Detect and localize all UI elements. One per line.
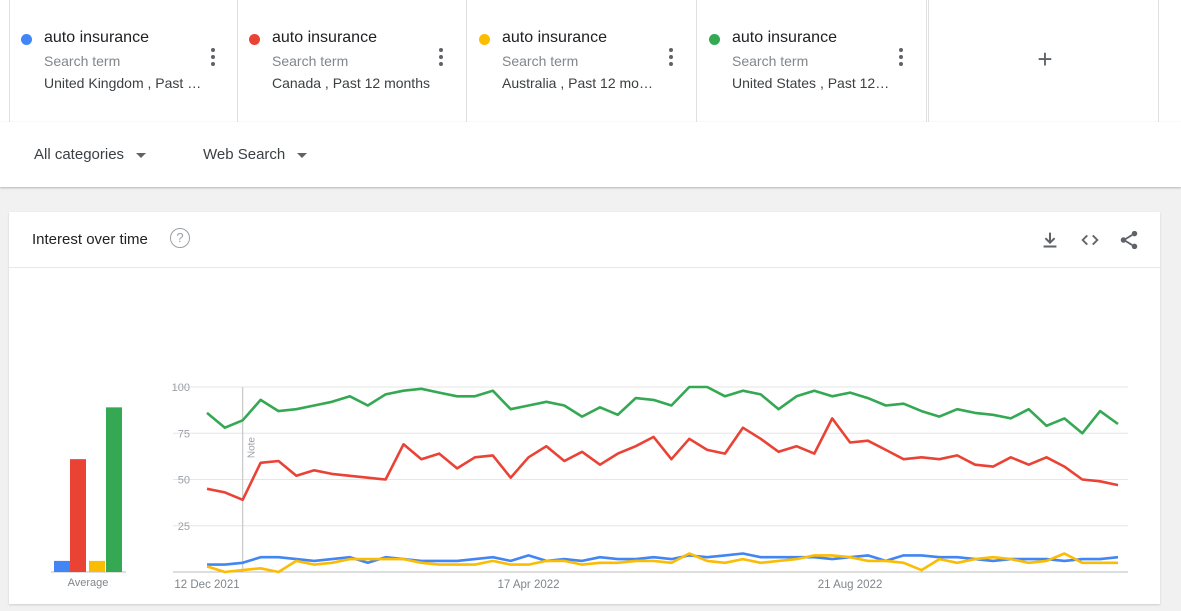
series-line-3 — [206, 552, 1118, 574]
term-geo-time[interactable]: Australia , Past 12 months — [502, 75, 660, 91]
download-icon[interactable] — [1039, 229, 1061, 251]
term-name[interactable]: auto insurance — [44, 29, 149, 46]
term-name[interactable]: auto insurance — [502, 29, 607, 46]
more-options-icon[interactable] — [438, 48, 444, 70]
term-card-us[interactable]: auto insurance Search term United States… — [698, 0, 927, 122]
x-tick-label: 21 Aug 2022 — [818, 579, 883, 591]
average-bars — [54, 407, 122, 572]
more-options-icon[interactable] — [668, 48, 674, 70]
comparison-bar: auto insurance Search term United Kingdo… — [0, 0, 1181, 123]
y-tick-label: 100 — [172, 382, 190, 394]
dropdown-arrow-icon — [136, 152, 147, 158]
average-bar — [54, 560, 70, 572]
help-icon[interactable]: ? — [170, 228, 190, 248]
average-bar — [106, 407, 122, 572]
term-name[interactable]: auto insurance — [272, 29, 377, 46]
series-line-1 — [206, 417, 1119, 502]
average-label: Average — [68, 577, 109, 589]
interest-over-time-card: Interest over time ? 100 75 50 25 12 Dec 202… — [9, 212, 1160, 604]
chart-labels: 100 75 50 25 12 Dec 2021 17 Apr 2022 21 Aug 20… — [68, 382, 883, 591]
y-tick-label: 25 — [178, 521, 190, 533]
category-label: All categories — [34, 146, 125, 163]
series-color-dot — [479, 34, 490, 45]
note-label: Note — [247, 437, 258, 459]
chart-grid — [51, 386, 1128, 573]
add-icon[interactable]: + — [1037, 44, 1053, 74]
term-card-uk[interactable]: auto insurance Search term United Kingdo… — [9, 0, 238, 122]
series-line-0 — [206, 385, 1119, 435]
average-bar — [70, 459, 86, 572]
term-card-canada[interactable]: auto insurance Search term Canada , Past… — [238, 0, 467, 122]
embed-code-icon[interactable] — [1079, 229, 1101, 251]
add-comparison-card[interactable]: + — [928, 0, 1159, 122]
series-color-dot — [21, 34, 32, 45]
filter-bar: All categories Web Search — [0, 122, 1181, 187]
search-type-label: Web Search — [203, 146, 286, 163]
category-dropdown[interactable]: All categories — [34, 146, 147, 163]
term-kind: Search term — [732, 53, 809, 69]
term-kind: Search term — [272, 53, 349, 69]
term-kind: Search term — [502, 53, 579, 69]
y-tick-label: 75 — [178, 428, 190, 440]
search-type-dropdown[interactable]: Web Search — [203, 146, 308, 163]
interest-over-time-chart: 100 75 50 25 12 Dec 2021 17 Apr 2022 21 Aug 20… — [51, 382, 1128, 591]
dropdown-arrow-icon — [297, 152, 308, 158]
more-options-icon[interactable] — [210, 48, 216, 70]
average-bar — [89, 560, 105, 572]
term-name[interactable]: auto insurance — [732, 29, 837, 46]
card-header: Interest over time ? — [9, 212, 1160, 268]
card-title: Interest over time — [32, 231, 148, 248]
term-card-australia[interactable]: auto insurance Search term Australia , P… — [468, 0, 697, 122]
term-kind: Search term — [44, 53, 121, 69]
chart-series — [206, 385, 1119, 574]
y-tick-label: 50 — [178, 475, 190, 487]
term-geo-time[interactable]: United Kingdom , Past 12 months — [44, 75, 202, 91]
x-tick-label: 12 Dec 2021 — [174, 579, 239, 591]
term-geo-time[interactable]: Canada , Past 12 months — [272, 75, 430, 91]
x-tick-label: 17 Apr 2022 — [498, 579, 560, 591]
more-options-icon[interactable] — [898, 48, 904, 70]
share-icon[interactable] — [1118, 229, 1140, 251]
series-color-dot — [249, 34, 260, 45]
term-geo-time[interactable]: United States , Past 12 months — [732, 75, 890, 91]
series-color-dot — [709, 34, 720, 45]
